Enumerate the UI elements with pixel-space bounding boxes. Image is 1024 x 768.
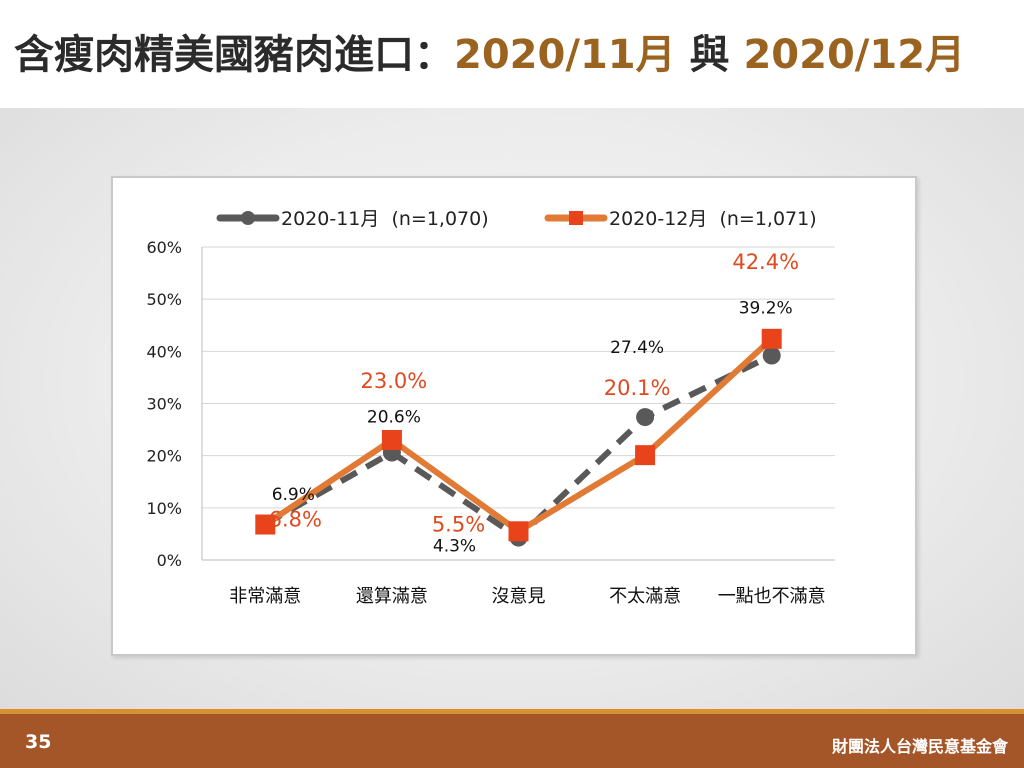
marker-december xyxy=(255,514,276,535)
data-label-november: 27.4% xyxy=(610,338,664,358)
title-main: 含瘦肉精美國豬肉進口： xyxy=(14,32,454,78)
chart-legend: 2020-11月 (n=1,070) 2020-12月 (n=1,071) xyxy=(216,208,817,230)
marker-november xyxy=(636,408,655,427)
legend-marker-november xyxy=(241,211,255,225)
title-period-december: 2020/12月 xyxy=(743,32,966,78)
organization-name: 財團法人台灣民意基金會 xyxy=(831,737,1008,756)
x-tick-label: 非常滿意 xyxy=(229,586,301,607)
chart-panel: 2020-11月 (n=1,070) 2020-12月 (n=1,071) 0%… xyxy=(111,176,917,656)
title-bar: 含瘦肉精美國豬肉進口：2020/11月 與 2020/12月 xyxy=(0,0,1024,108)
title-period-november: 2020/11月 xyxy=(454,32,676,78)
marker-december xyxy=(761,328,782,349)
y-tick-label: 10% xyxy=(146,499,182,518)
data-label-december: 20.1% xyxy=(604,376,671,400)
title-connector: 與 xyxy=(675,32,744,78)
x-tick-label: 還算滿意 xyxy=(356,586,428,607)
y-tick-label: 0% xyxy=(157,551,182,570)
line-chart: 2020-11月 (n=1,070) 2020-12月 (n=1,071) 0%… xyxy=(146,208,835,607)
data-label-november: 20.6% xyxy=(367,408,421,428)
data-label-december: 42.4% xyxy=(732,250,799,274)
marker-december xyxy=(635,445,656,466)
y-tick-label: 50% xyxy=(146,290,182,309)
y-axis-labels: 0% 10% 20% 30% 40% 50% 60% xyxy=(146,238,182,570)
marker-december xyxy=(508,521,529,542)
legend-label-december: 2020-12月 (n=1,071) xyxy=(609,208,817,230)
series-markers xyxy=(255,328,782,547)
page-number: 35 xyxy=(25,731,52,753)
data-label-november: 39.2% xyxy=(739,299,793,319)
y-tick-label: 40% xyxy=(146,342,182,361)
chart-gridlines xyxy=(201,246,835,561)
x-tick-label: 沒意見 xyxy=(492,586,546,607)
data-label-december: 5.5% xyxy=(432,512,485,536)
footer-bar: 35 財團法人台灣民意基金會 xyxy=(0,714,1024,768)
marker-december xyxy=(381,430,402,451)
x-tick-label: 不太滿意 xyxy=(609,586,681,607)
x-tick-label: 一點也不滿意 xyxy=(718,586,826,607)
data-labels: 6.9% 20.6% 4.3% 27.4% 39.2% 6.8% 23.0% 5.5% 20.1… xyxy=(269,250,799,557)
y-tick-label: 30% xyxy=(146,395,182,414)
data-label-november: 6.9% xyxy=(272,485,315,505)
x-axis-labels: 非常滿意 還算滿意 沒意見 不太滿意 一點也不滿意 xyxy=(229,586,825,607)
legend-label-november: 2020-11月 (n=1,070) xyxy=(281,208,489,230)
slide-title: 含瘦肉精美國豬肉進口：2020/11月 與 2020/12月 xyxy=(14,22,965,80)
legend-marker-december xyxy=(569,211,583,225)
marker-november xyxy=(762,346,781,365)
footer-accent-stripe xyxy=(0,709,1024,714)
data-label-december: 23.0% xyxy=(361,369,428,393)
series-line-december xyxy=(263,336,774,535)
data-label-december: 6.8% xyxy=(269,508,322,532)
data-label-november: 4.3% xyxy=(433,537,476,557)
series-line-november xyxy=(263,352,774,541)
y-tick-label: 60% xyxy=(146,238,182,257)
y-tick-label: 20% xyxy=(146,447,182,466)
